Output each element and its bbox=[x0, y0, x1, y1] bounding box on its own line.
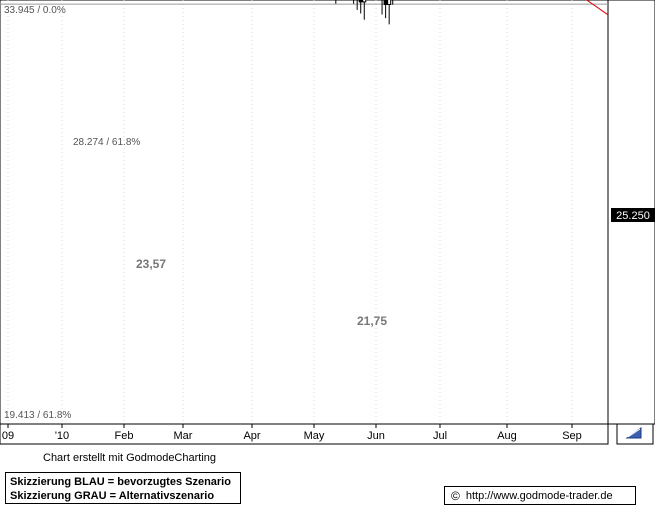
last-price-label: 25.250 bbox=[616, 210, 650, 222]
legend-line-blue: Skizzierung BLAU = bevorzugtes Szenario bbox=[10, 476, 231, 488]
legend-line-gray: Skizzierung GRAU = Alternativszenario bbox=[10, 490, 215, 502]
x-tick-label: Jun bbox=[367, 430, 385, 442]
x-tick-label: Feb bbox=[115, 430, 134, 442]
candle-body bbox=[362, 0, 367, 3]
source-url-box[interactable]: © http://www.godmode-trader.de bbox=[444, 486, 636, 505]
fib-label-top: 33.945 / 0.0% bbox=[4, 5, 66, 16]
x-tick-label: May bbox=[304, 430, 325, 442]
plot-frame bbox=[0, 0, 609, 425]
last-price-badge: 25.250 bbox=[611, 208, 655, 222]
candle-body bbox=[383, 0, 388, 5]
fib-lines bbox=[0, 3, 608, 5]
scenario-legend: Skizzierung BLAU = bevorzugtes Szenario … bbox=[5, 472, 241, 504]
copyright-icon: © bbox=[451, 488, 460, 503]
x-tick-label: '10 bbox=[55, 430, 69, 442]
candle-body bbox=[358, 0, 363, 3]
grid-lines bbox=[7, 0, 573, 424]
x-tick-label: 09 bbox=[2, 430, 14, 442]
x-axis-ticks: 09 '10 Feb Mar Apr May Jun Jul Aug Sep bbox=[2, 424, 582, 442]
x-tick-label: Sep bbox=[562, 430, 582, 442]
x-axis-panel bbox=[0, 423, 609, 445]
x-tick-label: Apr bbox=[243, 430, 260, 442]
chart-credit: Chart erstellt mit GodmodeCharting bbox=[43, 452, 217, 464]
fib-label-mid: 28.274 / 61.8% bbox=[73, 137, 140, 148]
level-label-low2: 21,75 bbox=[357, 314, 387, 328]
arrow-icon bbox=[625, 427, 642, 439]
candles bbox=[335, 0, 394, 25]
candle-body bbox=[387, 0, 392, 5]
x-tick-label: Aug bbox=[497, 430, 517, 442]
fib-label-bottom: 19.413 / 61.8% bbox=[4, 410, 71, 421]
x-tick-label: Jul bbox=[433, 430, 447, 442]
source-url[interactable]: http://www.godmode-trader.de bbox=[465, 489, 613, 502]
x-tick-label: Mar bbox=[174, 430, 193, 442]
level-label-low1: 23,57 bbox=[136, 257, 166, 271]
